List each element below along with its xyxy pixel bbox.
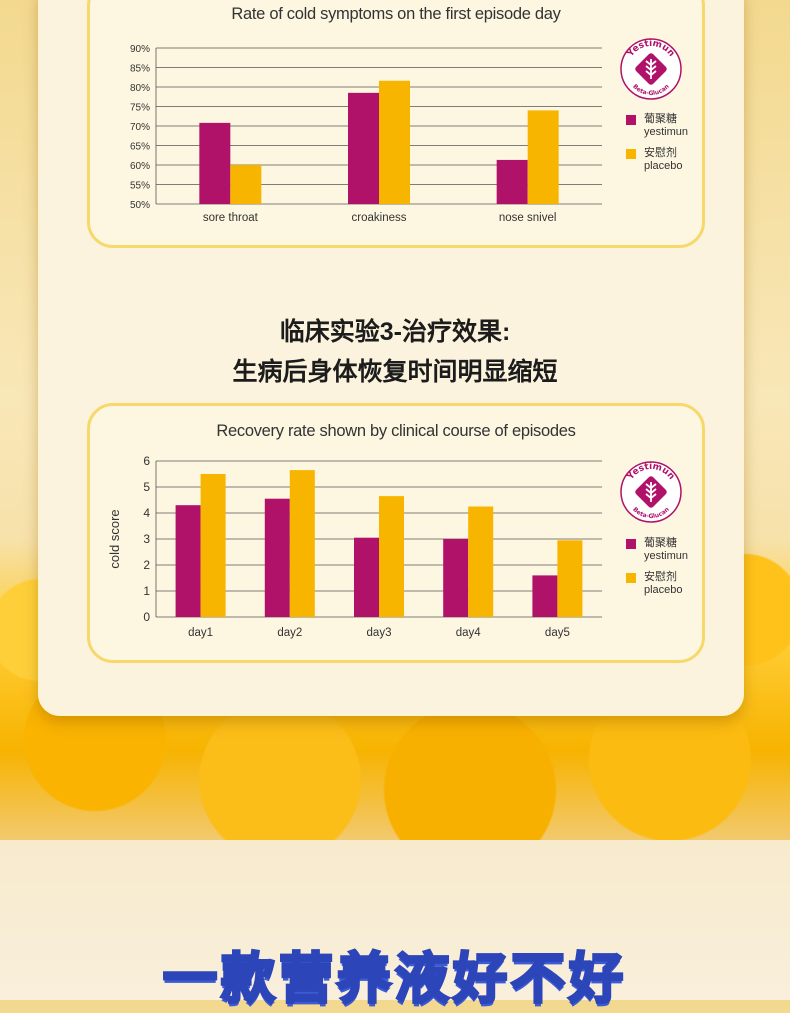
x-tick-label: nose snivel: [499, 212, 557, 224]
y-tick-label: 6: [143, 454, 150, 468]
y-tick-label: 50%: [130, 200, 150, 211]
y-tick-label: 60%: [130, 161, 150, 172]
logo-seal-icon: Yestimun Beta-Glucan: [620, 461, 682, 523]
x-tick-label: day4: [456, 627, 482, 639]
yestimun-logo: Yestimun Beta-Glucan: [620, 461, 682, 523]
x-tick-label: croakiness: [352, 212, 407, 224]
chart-card-cold-symptoms: Rate of cold symptoms on the first episo…: [87, 0, 705, 248]
chart-title: Recovery rate shown by clinical course o…: [216, 422, 576, 440]
x-tick-label: day1: [188, 627, 213, 639]
section-heading-line2: 生病后身体恢复时间明显缩短: [232, 358, 558, 386]
chart-title: Rate of cold symptoms on the first episo…: [231, 5, 561, 23]
section-heading: 临床实验3-治疗效果: 生病后身体恢复时间明显缩短: [0, 312, 790, 392]
legend-swatch-yestimun: [626, 539, 636, 549]
bar-yestimun-day1: [175, 505, 201, 617]
bar-placebo-day3: [379, 496, 404, 617]
y-tick-label: 70%: [130, 122, 150, 133]
x-tick-label: day3: [367, 627, 392, 639]
legend-label-en: placebo: [644, 584, 683, 596]
logo-seal-icon: Yestimun Beta-Glucan: [620, 38, 682, 100]
bar-placebo-croakiness: [379, 80, 410, 204]
bar-yestimun-sore-throat: [199, 122, 231, 204]
bar-yestimun-day2: [264, 498, 290, 617]
y-tick-label: 85%: [130, 64, 150, 75]
y-tick-label: 5: [143, 480, 150, 494]
x-tick-label: day5: [545, 627, 570, 639]
bar-yestimun-day3: [354, 537, 379, 617]
y-tick-label: 55%: [130, 181, 150, 192]
bar-placebo-sore-throat: [230, 165, 262, 204]
legend-swatch-placebo: [626, 573, 636, 583]
legend-item-yestimun: 葡聚糖 yestimun: [626, 537, 688, 563]
y-tick-label: 75%: [130, 103, 150, 114]
legend-label-en: yestimun: [644, 126, 689, 138]
legend-item-placebo: 安慰剂 placebo: [626, 147, 688, 173]
bar-placebo-day2: [289, 470, 315, 617]
y-tick-label: 2: [143, 558, 150, 572]
legend-label-cn: 安慰剂: [644, 147, 677, 159]
bar-yestimun-croakiness: [348, 92, 379, 204]
y-tick-label: 65%: [130, 142, 150, 153]
y-tick-label: 3: [143, 532, 150, 546]
bar-yestimun-nose-snivel: [496, 159, 528, 204]
y-tick-label: 0: [143, 610, 150, 624]
legend: 葡聚糖 yestimun 安慰剂 placebo: [626, 537, 688, 605]
yestimun-logo: Yestimun Beta-Glucan: [620, 38, 682, 100]
legend-label-cn: 安慰剂: [644, 571, 677, 583]
section-heading-line1: 临床实验3-治疗效果:: [279, 318, 511, 346]
legend-swatch-placebo: [626, 149, 636, 159]
legend-swatch-yestimun: [626, 115, 636, 125]
recovery-chart: 0 1 2 3 4 5 6 day1 day2 day3 day4 day5 cold score: [107, 454, 602, 639]
y-tick-label: 80%: [130, 83, 150, 94]
legend: 葡聚糖 yestimun 安慰剂 placebo: [626, 113, 688, 181]
bar-placebo-day5: [557, 540, 583, 617]
y-tick-label: 1: [143, 584, 150, 598]
y-tick-label: 4: [143, 506, 150, 520]
x-tick-label: sore throat: [203, 212, 259, 224]
y-axis-label: cold score: [107, 509, 122, 568]
legend-label-cn: 葡聚糖: [644, 537, 677, 549]
legend-label-cn: 葡聚糖: [644, 113, 677, 125]
cold-symptoms-chart: 50% 55% 60% 65% 70% 75% 80% 85% 90% sore throat cr…: [130, 44, 602, 224]
bottom-banner: 一款营养液好不好: [162, 948, 627, 1011]
x-tick-label: day2: [277, 627, 302, 639]
chart-card-recovery: Recovery rate shown by clinical course o…: [87, 403, 705, 663]
bar-yestimun-day5: [532, 575, 558, 617]
legend-item-placebo: 安慰剂 placebo: [626, 571, 688, 597]
bar-placebo-nose-snivel: [527, 110, 559, 204]
legend-label-en: placebo: [644, 160, 683, 172]
legend-item-yestimun: 葡聚糖 yestimun: [626, 113, 688, 139]
y-tick-label: 90%: [130, 44, 150, 55]
bar-yestimun-day4: [443, 539, 469, 617]
bar-placebo-day4: [468, 506, 494, 617]
bar-placebo-day1: [200, 474, 226, 617]
legend-label-en: yestimun: [644, 550, 689, 562]
